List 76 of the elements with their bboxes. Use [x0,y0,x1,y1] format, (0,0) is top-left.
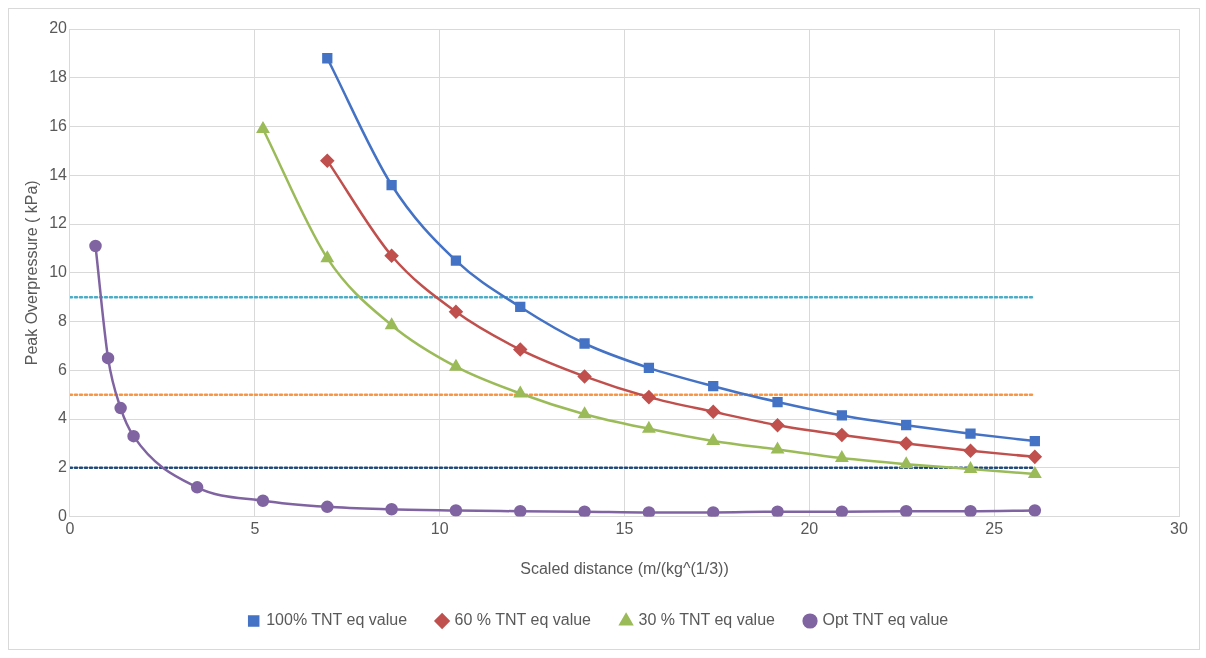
point [1029,435,1040,447]
point [127,429,140,443]
legend-label: Opt TNT eq value [822,611,949,629]
point [386,179,397,191]
point [901,420,912,431]
point [514,386,527,398]
point [190,481,204,494]
point [385,318,398,330]
y-tick-label: 16 [49,116,68,134]
point [965,428,976,439]
point [1028,504,1042,517]
y-axis-title: Peak Overpressure ( kPa) [23,180,41,366]
point [642,506,656,517]
legend-label: 30 % TNT eq value [638,611,776,629]
point [89,239,102,253]
legend-label: 100% TNT eq value [266,611,408,629]
point [114,401,127,415]
point [899,504,913,517]
point [385,503,398,516]
point [449,504,463,517]
x-tick-label: 5 [250,519,260,537]
point [835,428,849,442]
legend-label: 60 % TNT eq value [454,611,592,629]
point [900,457,913,469]
y-tick-label: 14 [49,165,68,183]
point [1028,450,1042,464]
y-tick-label: 12 [49,214,68,232]
point [642,390,656,404]
y-tick-label: 4 [58,409,68,427]
point [771,505,784,517]
point [706,405,720,419]
point [963,444,978,458]
point [643,362,655,374]
y-tick-label: 10 [49,263,68,281]
point [835,451,848,463]
point [384,248,399,263]
point [322,53,333,64]
point [256,122,269,133]
y-tick-label: 8 [58,311,68,329]
point [578,505,591,517]
point [577,369,592,384]
y-tick-label: 18 [49,68,68,86]
point [579,338,590,349]
point [964,462,977,474]
point [320,153,335,168]
point [514,504,527,517]
y-tick-label: 20 [49,19,68,37]
point [449,359,462,371]
point [772,396,783,408]
point [708,381,719,392]
point [513,342,527,357]
point [771,442,784,454]
point [449,305,463,319]
point [578,407,591,419]
point [515,301,526,313]
point [836,410,847,421]
x-tick-label: 10 [430,519,449,537]
y-tick-label: 6 [58,360,68,378]
point [1028,467,1041,478]
x-tick-label: 25 [985,519,1004,537]
x-tick-label: 20 [800,519,819,537]
point [770,418,785,432]
point [450,255,462,266]
point [101,351,115,365]
point [835,505,849,517]
point [321,500,334,514]
x-axis-title: Scaled distance (m/(kg^(1/3)) [520,559,729,577]
y-tick-label: 2 [58,458,68,476]
x-tick-label: 30 [1170,519,1188,537]
point [707,434,720,446]
x-tick-label: 15 [615,519,634,537]
point [964,504,977,517]
point [321,251,334,263]
point [256,494,270,507]
point [899,436,913,451]
point [706,506,720,517]
